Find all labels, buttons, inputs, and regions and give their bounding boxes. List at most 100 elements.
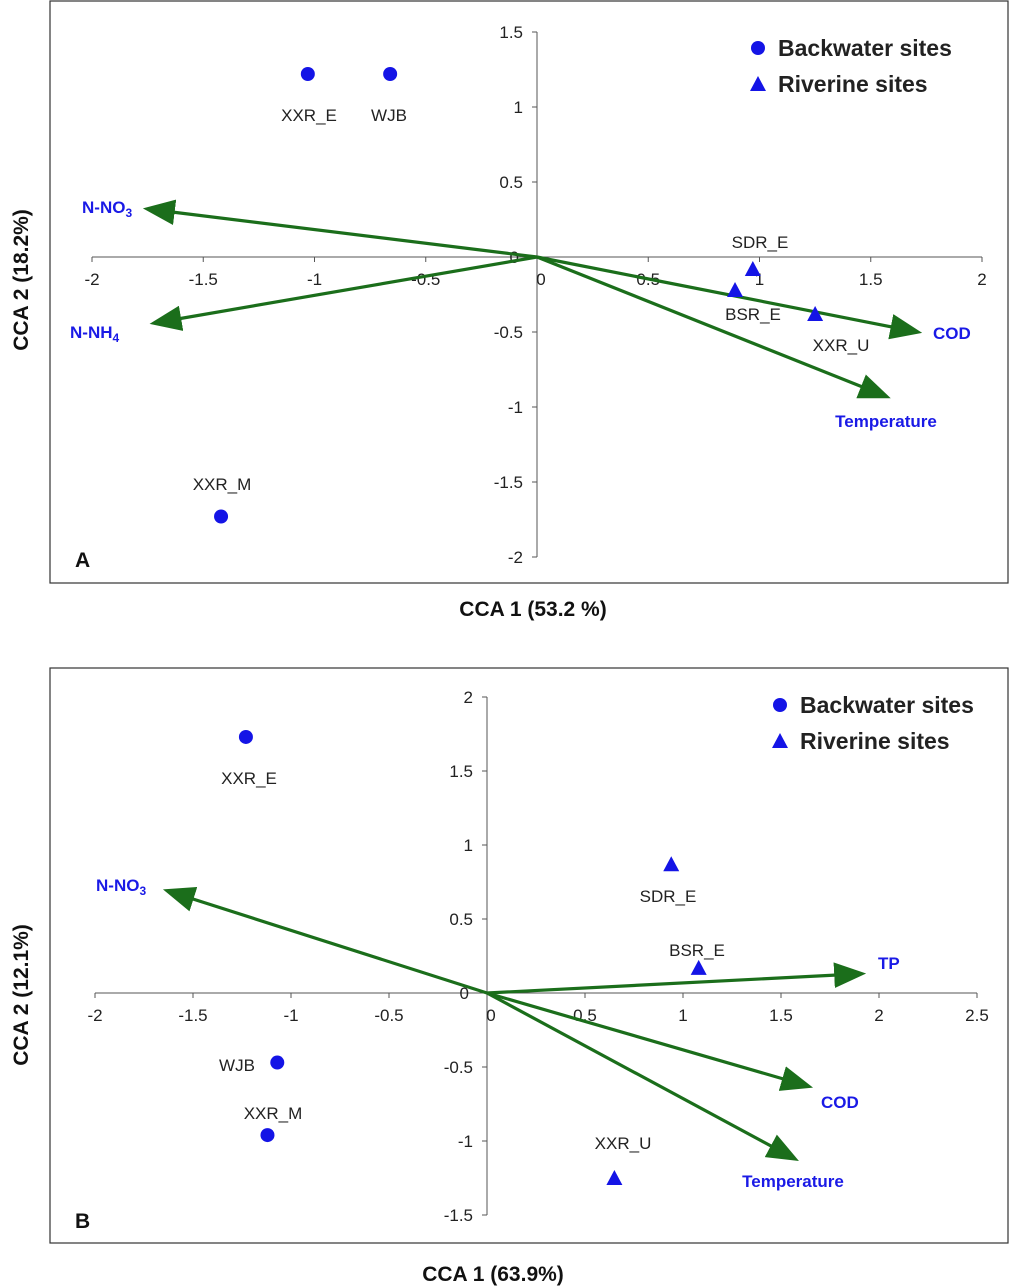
x-tick-label: -0.5	[374, 1006, 403, 1025]
x-tick-label: 2.5	[965, 1006, 989, 1025]
site-label: SDR_E	[732, 233, 789, 252]
vector-label: COD	[821, 1093, 859, 1112]
panel-b-chart: -2 -1.5 -1 -0.5 0 0.5 1 1.5 2 2.5-1.5-1-0.50.511.…	[10, 667, 1009, 1286]
x-tick-label: -1	[283, 1006, 298, 1025]
panel-a-chart: -2-1.5-1-0.500.511.52-2-1.5-1-0.50.511.5…	[10, 0, 1009, 621]
y-tick-label: 1	[464, 836, 473, 855]
vector-arrow-temperature	[486, 991, 799, 1162]
x-tick-label: 1.5	[859, 270, 883, 289]
backwater-site-marker	[214, 509, 229, 524]
x-tick-label: 1	[678, 1006, 687, 1025]
vector-label-text: COD	[933, 324, 971, 343]
site-label: XXR_U	[595, 1134, 652, 1153]
riverine-site-marker	[807, 306, 824, 321]
legend-riverine-label: Riverine sites	[800, 728, 950, 754]
y-tick-label: 0	[460, 984, 469, 1003]
x-tick-label: 2	[874, 1006, 883, 1025]
legend-riverine-marker	[750, 76, 766, 91]
site-label: BSR_E	[725, 305, 781, 324]
x-tick-label: 1.5	[769, 1006, 793, 1025]
backwater-site-marker	[300, 67, 315, 81]
vector-arrow-cod	[536, 255, 923, 340]
site-label: XXR_E	[281, 106, 337, 125]
legend-backwater-label: Backwater sites	[800, 692, 974, 718]
legend: Backwater sites Riverine sites	[750, 35, 952, 97]
y-tick-label: -1	[508, 398, 523, 417]
vector-label-text: Temperature	[835, 412, 937, 431]
x-tick-label: -2	[84, 270, 99, 289]
backwater-site-marker	[238, 729, 253, 744]
y-tick-label: 1	[514, 98, 523, 117]
site-label: XXR_E	[221, 769, 277, 788]
y-tick-label: -1.5	[494, 473, 523, 492]
x-tick-label: 2	[977, 270, 986, 289]
x-tick-label: -1.5	[178, 1006, 207, 1025]
y-tick-label: 0.5	[449, 910, 473, 929]
legend-backwater-marker	[751, 41, 765, 55]
vector-label-text: N-NH	[70, 323, 113, 342]
legend: Backwater sites Riverine sites	[772, 692, 974, 754]
vector-label-text: COD	[821, 1093, 859, 1112]
vector-label-text: Temperature	[742, 1172, 844, 1191]
x-axis-title: CCA 1 (53.2 %)	[459, 598, 606, 621]
plot-frame	[49, 0, 1009, 584]
panel-letter: A	[75, 549, 90, 572]
riverine-site-marker	[663, 856, 680, 872]
legend-riverine-label: Riverine sites	[778, 71, 928, 97]
vector-arrow-cod	[486, 991, 814, 1091]
site-label: XXR_M	[193, 475, 252, 494]
vector-label-text: TP	[878, 954, 900, 973]
plot-frame	[49, 667, 1009, 1244]
y-tick-label: 2	[464, 688, 473, 707]
vector-arrow-nno	[142, 199, 538, 259]
site-label: WJB	[371, 106, 407, 125]
site-label: XXR_M	[244, 1104, 303, 1123]
y-tick-label: -0.5	[444, 1058, 473, 1077]
vector-label-subscript: 4	[113, 331, 120, 345]
x-axis-title: CCA 1 (63.9%)	[422, 1263, 564, 1286]
y-tick-label: -1.5	[444, 1206, 473, 1225]
vector-label: N-NO3	[96, 876, 146, 898]
site-label: BSR_E	[669, 941, 725, 960]
backwater-site-marker	[270, 1055, 285, 1070]
legend-riverine-marker	[772, 733, 788, 748]
x-tick-label: -2	[87, 1006, 102, 1025]
y-tick-label: -2	[508, 548, 523, 567]
x-tick-label: -1.5	[189, 270, 218, 289]
y-tick-label: 0.5	[499, 173, 523, 192]
site-label: WJB	[219, 1056, 255, 1075]
riverine-site-marker	[727, 282, 744, 297]
vector-label: TP	[878, 954, 900, 973]
riverine-site-marker	[744, 261, 761, 276]
y-axis-title: CCA 2 (12.1%)	[10, 924, 33, 1066]
vector-label: N-NH4	[70, 323, 120, 345]
vector-label-text: N-NO	[82, 198, 125, 217]
y-tick-label: 0	[510, 248, 519, 267]
vector-arrow-nno	[162, 886, 488, 995]
vector-arrow-nnh	[149, 255, 538, 331]
vector-label: Temperature	[835, 412, 937, 431]
site-label: SDR_E	[640, 887, 697, 906]
riverine-site-marker	[606, 1170, 623, 1185]
vector-label-subscript: 3	[139, 884, 146, 898]
y-axis-title: CCA 2 (18.2%)	[10, 209, 33, 351]
backwater-site-marker	[383, 67, 398, 81]
site-label: XXR_U	[813, 336, 870, 355]
backwater-site-marker	[260, 1128, 275, 1143]
vector-arrow-tp	[486, 962, 867, 995]
vector-label-subscript: 3	[125, 206, 132, 220]
y-tick-label: -1	[458, 1132, 473, 1151]
legend-backwater-label: Backwater sites	[778, 35, 952, 61]
x-tick-label: 0	[486, 1006, 495, 1025]
panel-letter: B	[75, 1210, 90, 1233]
vector-label: COD	[933, 324, 971, 343]
y-tick-label: 1.5	[499, 23, 523, 42]
x-tick-label: 0	[536, 270, 545, 289]
vector-label: Temperature	[742, 1172, 844, 1191]
legend-backwater-marker	[773, 698, 787, 712]
vector-label: N-NO3	[82, 198, 132, 220]
x-tick-label: 1	[755, 270, 764, 289]
x-tick-label: -1	[307, 270, 322, 289]
riverine-site-marker	[690, 959, 707, 975]
